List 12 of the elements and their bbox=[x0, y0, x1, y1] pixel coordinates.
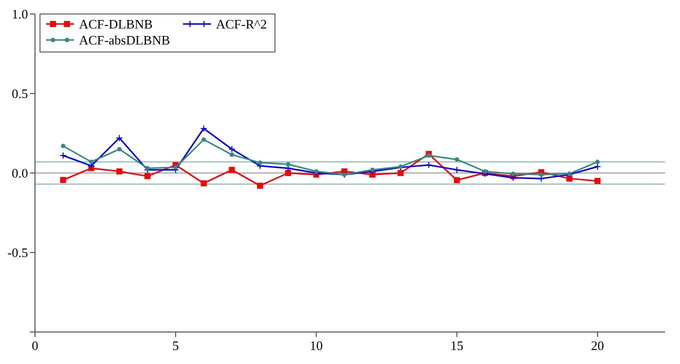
y-tick-label: -0.5 bbox=[7, 245, 28, 260]
y-tick-label: 0.5 bbox=[12, 86, 28, 102]
y-tick-label: 0.0 bbox=[12, 166, 28, 181]
x-tick-label: 5 bbox=[172, 338, 179, 353]
x-tick-label: 20 bbox=[591, 338, 604, 353]
y-tick-label: 1.0 bbox=[12, 6, 28, 22]
legend-label: ACF-absDLBNB bbox=[79, 32, 170, 48]
legend-label: ACF-DLBNB bbox=[79, 16, 154, 32]
x-tick-label: 15 bbox=[450, 338, 464, 353]
x-tick-label: 10 bbox=[310, 338, 323, 353]
x-tick-label: 0 bbox=[32, 338, 38, 353]
legend-label: ACF-R^2 bbox=[216, 16, 267, 32]
